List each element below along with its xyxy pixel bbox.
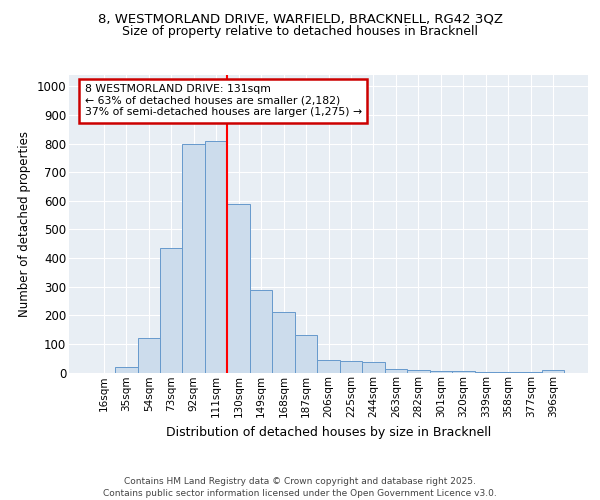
- Text: Contains HM Land Registry data © Crown copyright and database right 2025.
Contai: Contains HM Land Registry data © Crown c…: [103, 476, 497, 498]
- Bar: [542, 370, 565, 372]
- Bar: [227, 204, 250, 372]
- Text: 8, WESTMORLAND DRIVE, WARFIELD, BRACKNELL, RG42 3QZ: 8, WESTMORLAND DRIVE, WARFIELD, BRACKNEL…: [97, 12, 503, 26]
- Bar: [115, 368, 137, 372]
- Bar: [182, 144, 205, 372]
- Bar: [250, 290, 272, 372]
- Bar: [340, 361, 362, 372]
- Bar: [362, 362, 385, 372]
- Text: 8 WESTMORLAND DRIVE: 131sqm
← 63% of detached houses are smaller (2,182)
37% of : 8 WESTMORLAND DRIVE: 131sqm ← 63% of det…: [85, 84, 362, 117]
- Bar: [385, 369, 407, 372]
- Bar: [137, 338, 160, 372]
- Bar: [430, 371, 452, 372]
- Bar: [160, 248, 182, 372]
- X-axis label: Distribution of detached houses by size in Bracknell: Distribution of detached houses by size …: [166, 426, 491, 438]
- Bar: [407, 370, 430, 372]
- Y-axis label: Number of detached properties: Number of detached properties: [18, 130, 31, 317]
- Text: Size of property relative to detached houses in Bracknell: Size of property relative to detached ho…: [122, 25, 478, 38]
- Bar: [317, 360, 340, 372]
- Bar: [272, 312, 295, 372]
- Bar: [295, 336, 317, 372]
- Bar: [205, 141, 227, 372]
